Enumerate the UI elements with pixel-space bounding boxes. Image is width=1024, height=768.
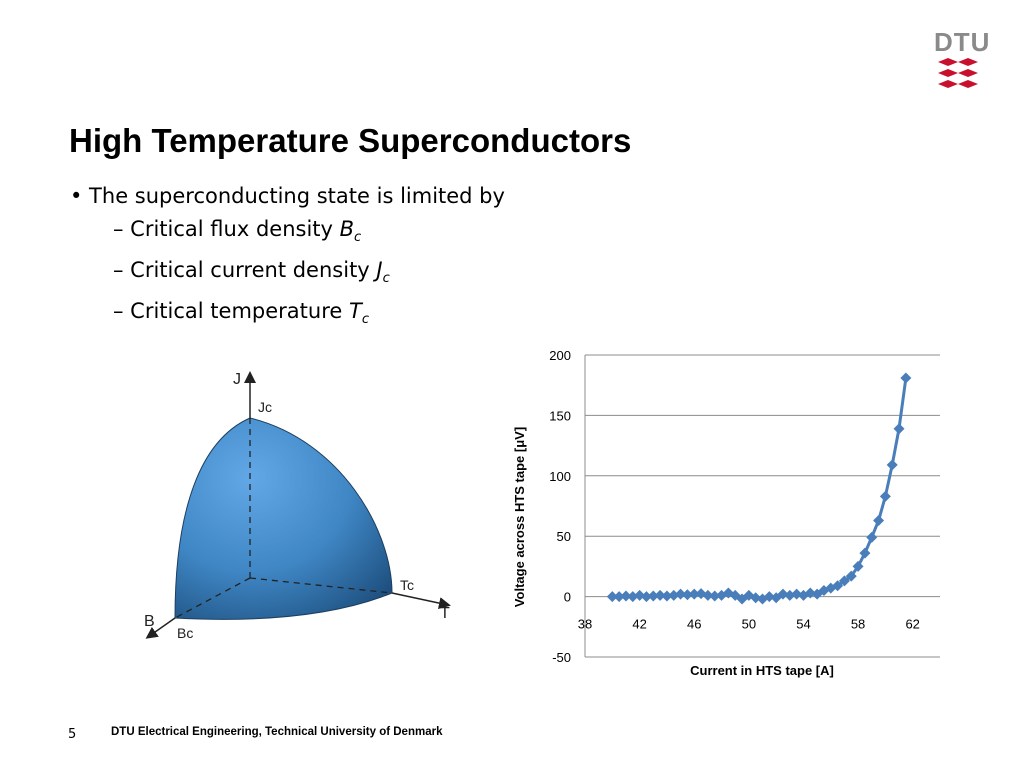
b-axis — [145, 617, 176, 639]
symbol: B — [339, 217, 355, 241]
data-point-marker — [777, 588, 789, 600]
data-point-marker — [825, 582, 837, 594]
data-points — [606, 372, 912, 605]
y-tick-label: 100 — [549, 469, 571, 484]
data-point-marker — [784, 589, 796, 601]
voltage-current-chart: 200 150 100 50 0 -50 38 42 46 50 54 58 62 Voltage a… — [512, 348, 940, 678]
data-point-marker — [750, 592, 762, 604]
t-axis-label: T — [440, 605, 450, 622]
slide-title: High Temperature Superconductors — [69, 122, 632, 159]
sub-bullet-flux: – Critical flux density Bc — [70, 213, 505, 254]
data-point-marker — [668, 589, 680, 601]
critical-surface — [174, 417, 393, 620]
x-axis-label: Current in HTS tape [A] — [690, 663, 834, 678]
data-point-marker — [900, 372, 912, 384]
t-axis — [391, 592, 451, 609]
data-point-marker — [873, 514, 885, 526]
b-axis-label: B — [144, 613, 155, 630]
logo-emblem-icon — [938, 58, 978, 88]
x-tick-label: 50 — [742, 617, 756, 632]
data-point-marker — [852, 560, 864, 572]
y-tick-label: 150 — [549, 408, 571, 423]
t-axis-hidden — [249, 577, 393, 594]
jc-label: Jc — [258, 399, 272, 415]
x-tick-label: 42 — [632, 617, 646, 632]
subscript: c — [354, 230, 362, 245]
data-point-marker — [804, 587, 816, 599]
chart-grid — [584, 354, 940, 658]
sub-bullet-temperature: – Critical temperature Tc — [70, 295, 505, 336]
data-point-marker — [859, 547, 871, 559]
x-tick-label: 38 — [578, 617, 592, 632]
sub-bullet-text: – Critical temperature — [113, 299, 349, 323]
x-tick-labels: 38 42 46 50 54 58 62 — [578, 617, 920, 632]
data-point-marker — [886, 459, 898, 471]
subscript: c — [361, 312, 369, 327]
data-point-marker — [716, 589, 728, 601]
footer-text: DTU Electrical Engineering, Technical Un… — [111, 726, 443, 738]
main-bullet: • The superconducting state is limited b… — [70, 184, 505, 208]
bullet-list: • The superconducting state is limited b… — [70, 180, 505, 336]
data-point-marker — [845, 570, 857, 582]
y-tick-label: 200 — [549, 348, 571, 363]
data-point-marker — [832, 580, 844, 592]
data-point-marker — [654, 589, 666, 601]
data-point-marker — [627, 591, 639, 603]
data-point-marker — [893, 423, 905, 435]
data-point-marker — [613, 591, 625, 603]
data-point-marker — [675, 588, 687, 600]
data-point-marker — [681, 589, 693, 601]
y-tick-label: 50 — [557, 529, 571, 544]
b-axis-hidden — [174, 577, 251, 619]
data-point-marker — [791, 588, 803, 600]
subscript: c — [382, 271, 390, 286]
data-point-marker — [661, 590, 673, 602]
y-tick-labels: 200 150 100 50 0 -50 — [549, 348, 571, 665]
data-point-marker — [634, 589, 646, 601]
y-tick-label: 0 — [564, 590, 571, 605]
data-point-marker — [797, 589, 809, 601]
symbol: J — [376, 258, 383, 282]
data-point-marker — [763, 591, 775, 603]
data-point-marker — [757, 593, 768, 605]
bc-label: Bc — [177, 625, 193, 641]
sub-bullet-current: – Critical current density Jc — [70, 254, 505, 295]
y-axis-label: Voltage across HTS tape [μV] — [512, 427, 527, 607]
data-point-marker — [640, 591, 652, 603]
data-point-marker — [606, 591, 618, 603]
j-axis-label: J — [233, 371, 241, 388]
data-point-marker — [736, 593, 748, 605]
dtu-logo: DTU — [934, 27, 991, 94]
tc-label: Tc — [400, 577, 414, 593]
logo-text: DTU — [934, 27, 991, 57]
x-tick-label: 58 — [851, 617, 865, 632]
page-number: 5 — [68, 727, 77, 742]
symbol: T — [348, 299, 362, 323]
sub-bullet-text: – Critical current density — [113, 258, 377, 282]
data-point-marker — [620, 590, 632, 602]
data-point-marker — [702, 589, 714, 601]
data-point-marker — [879, 490, 891, 502]
y-tick-label: -50 — [552, 650, 571, 665]
data-point-marker — [709, 590, 721, 602]
x-tick-label: 54 — [796, 617, 810, 632]
data-point-marker — [838, 575, 850, 587]
x-tick-label: 62 — [905, 617, 919, 632]
sub-bullet-text: – Critical flux density — [113, 217, 340, 241]
data-point-marker — [688, 588, 700, 600]
critical-surface-diagram: J Jc Tc T B Bc — [144, 371, 451, 641]
x-tick-label: 46 — [687, 617, 701, 632]
data-point-marker — [647, 590, 659, 602]
data-point-marker — [866, 531, 878, 543]
